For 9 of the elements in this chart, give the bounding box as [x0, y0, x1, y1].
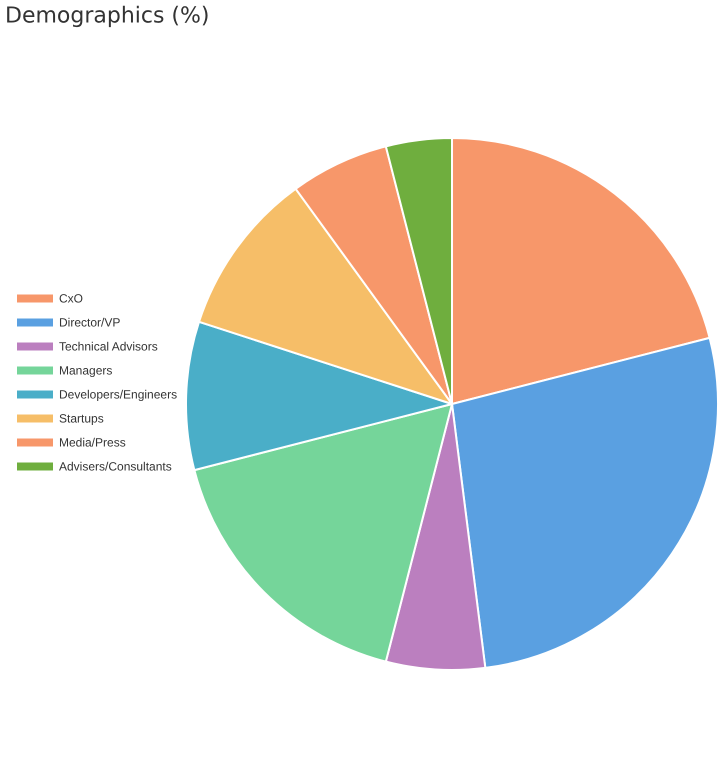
chart-title: Demographics (%) [5, 4, 210, 28]
legend-label: Director/VP [59, 316, 120, 330]
legend-label: Managers [59, 364, 112, 378]
legend-label: Media/Press [59, 436, 126, 450]
legend-label: CxO [59, 292, 83, 306]
legend-label: Developers/Engineers [59, 388, 178, 402]
legend-label: Startups [59, 412, 104, 426]
legend-label: Advisers/Consultants [59, 460, 172, 474]
legend-label: Technical Advisors [59, 340, 158, 354]
